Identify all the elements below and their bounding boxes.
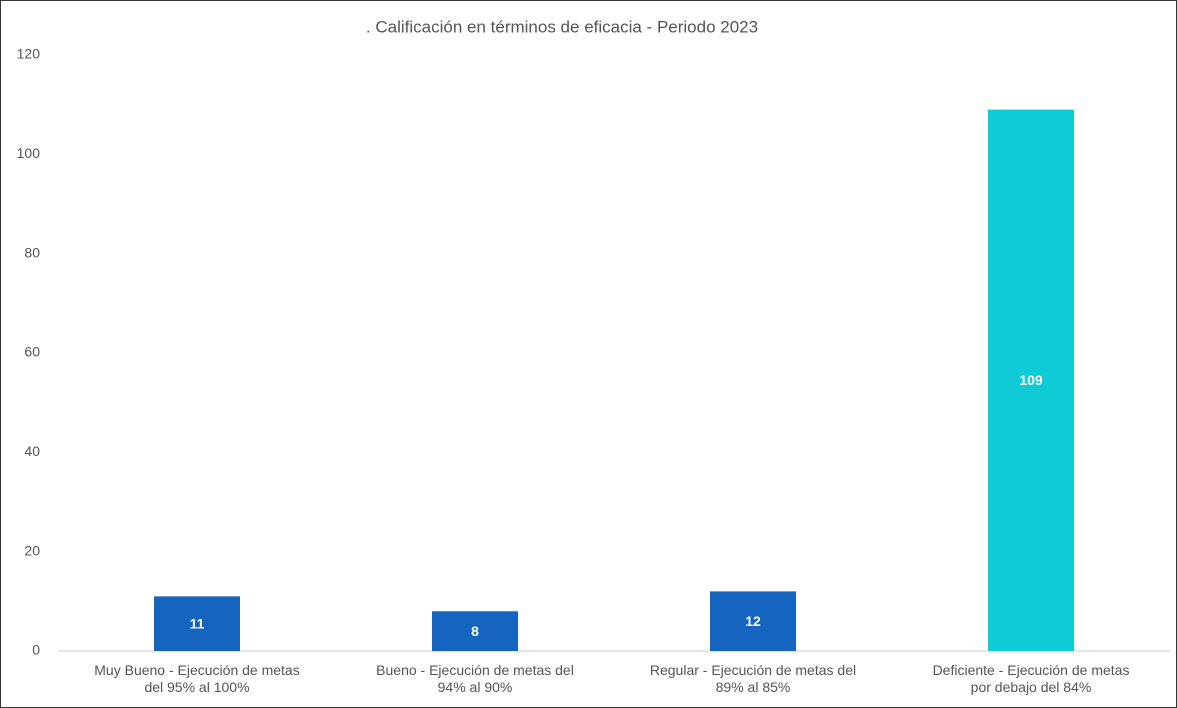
y-tick-label: 100 bbox=[17, 145, 41, 161]
x-tick-label: Muy Bueno - Ejecución de metas del 95% al… bbox=[94, 662, 299, 695]
bar bbox=[154, 596, 240, 651]
y-tick-label: 0 bbox=[32, 642, 40, 658]
data-label: 12 bbox=[745, 613, 761, 629]
bar bbox=[988, 109, 1074, 652]
y-tick-label: 60 bbox=[24, 344, 40, 360]
x-tick-label: Deficiente - Ejecución de metas por debaj… bbox=[933, 662, 1130, 695]
x-tick-label: Bueno - Ejecución de metas del 94% al 90% bbox=[376, 662, 574, 695]
y-tick-label: 120 bbox=[17, 46, 41, 62]
y-tick-label: 40 bbox=[24, 443, 40, 459]
y-tick-label: 20 bbox=[24, 542, 40, 558]
y-tick-label: 80 bbox=[24, 244, 40, 260]
x-tick-label: Regular - Ejecución de metas del 89% al 8… bbox=[650, 662, 856, 695]
bar bbox=[432, 611, 518, 651]
data-label: 11 bbox=[190, 615, 205, 631]
bar bbox=[710, 591, 796, 651]
chart-title: . Calificación en términos de eficacia -… bbox=[366, 17, 758, 36]
data-label: 109 bbox=[1019, 372, 1043, 388]
data-label: 8 bbox=[471, 623, 479, 639]
